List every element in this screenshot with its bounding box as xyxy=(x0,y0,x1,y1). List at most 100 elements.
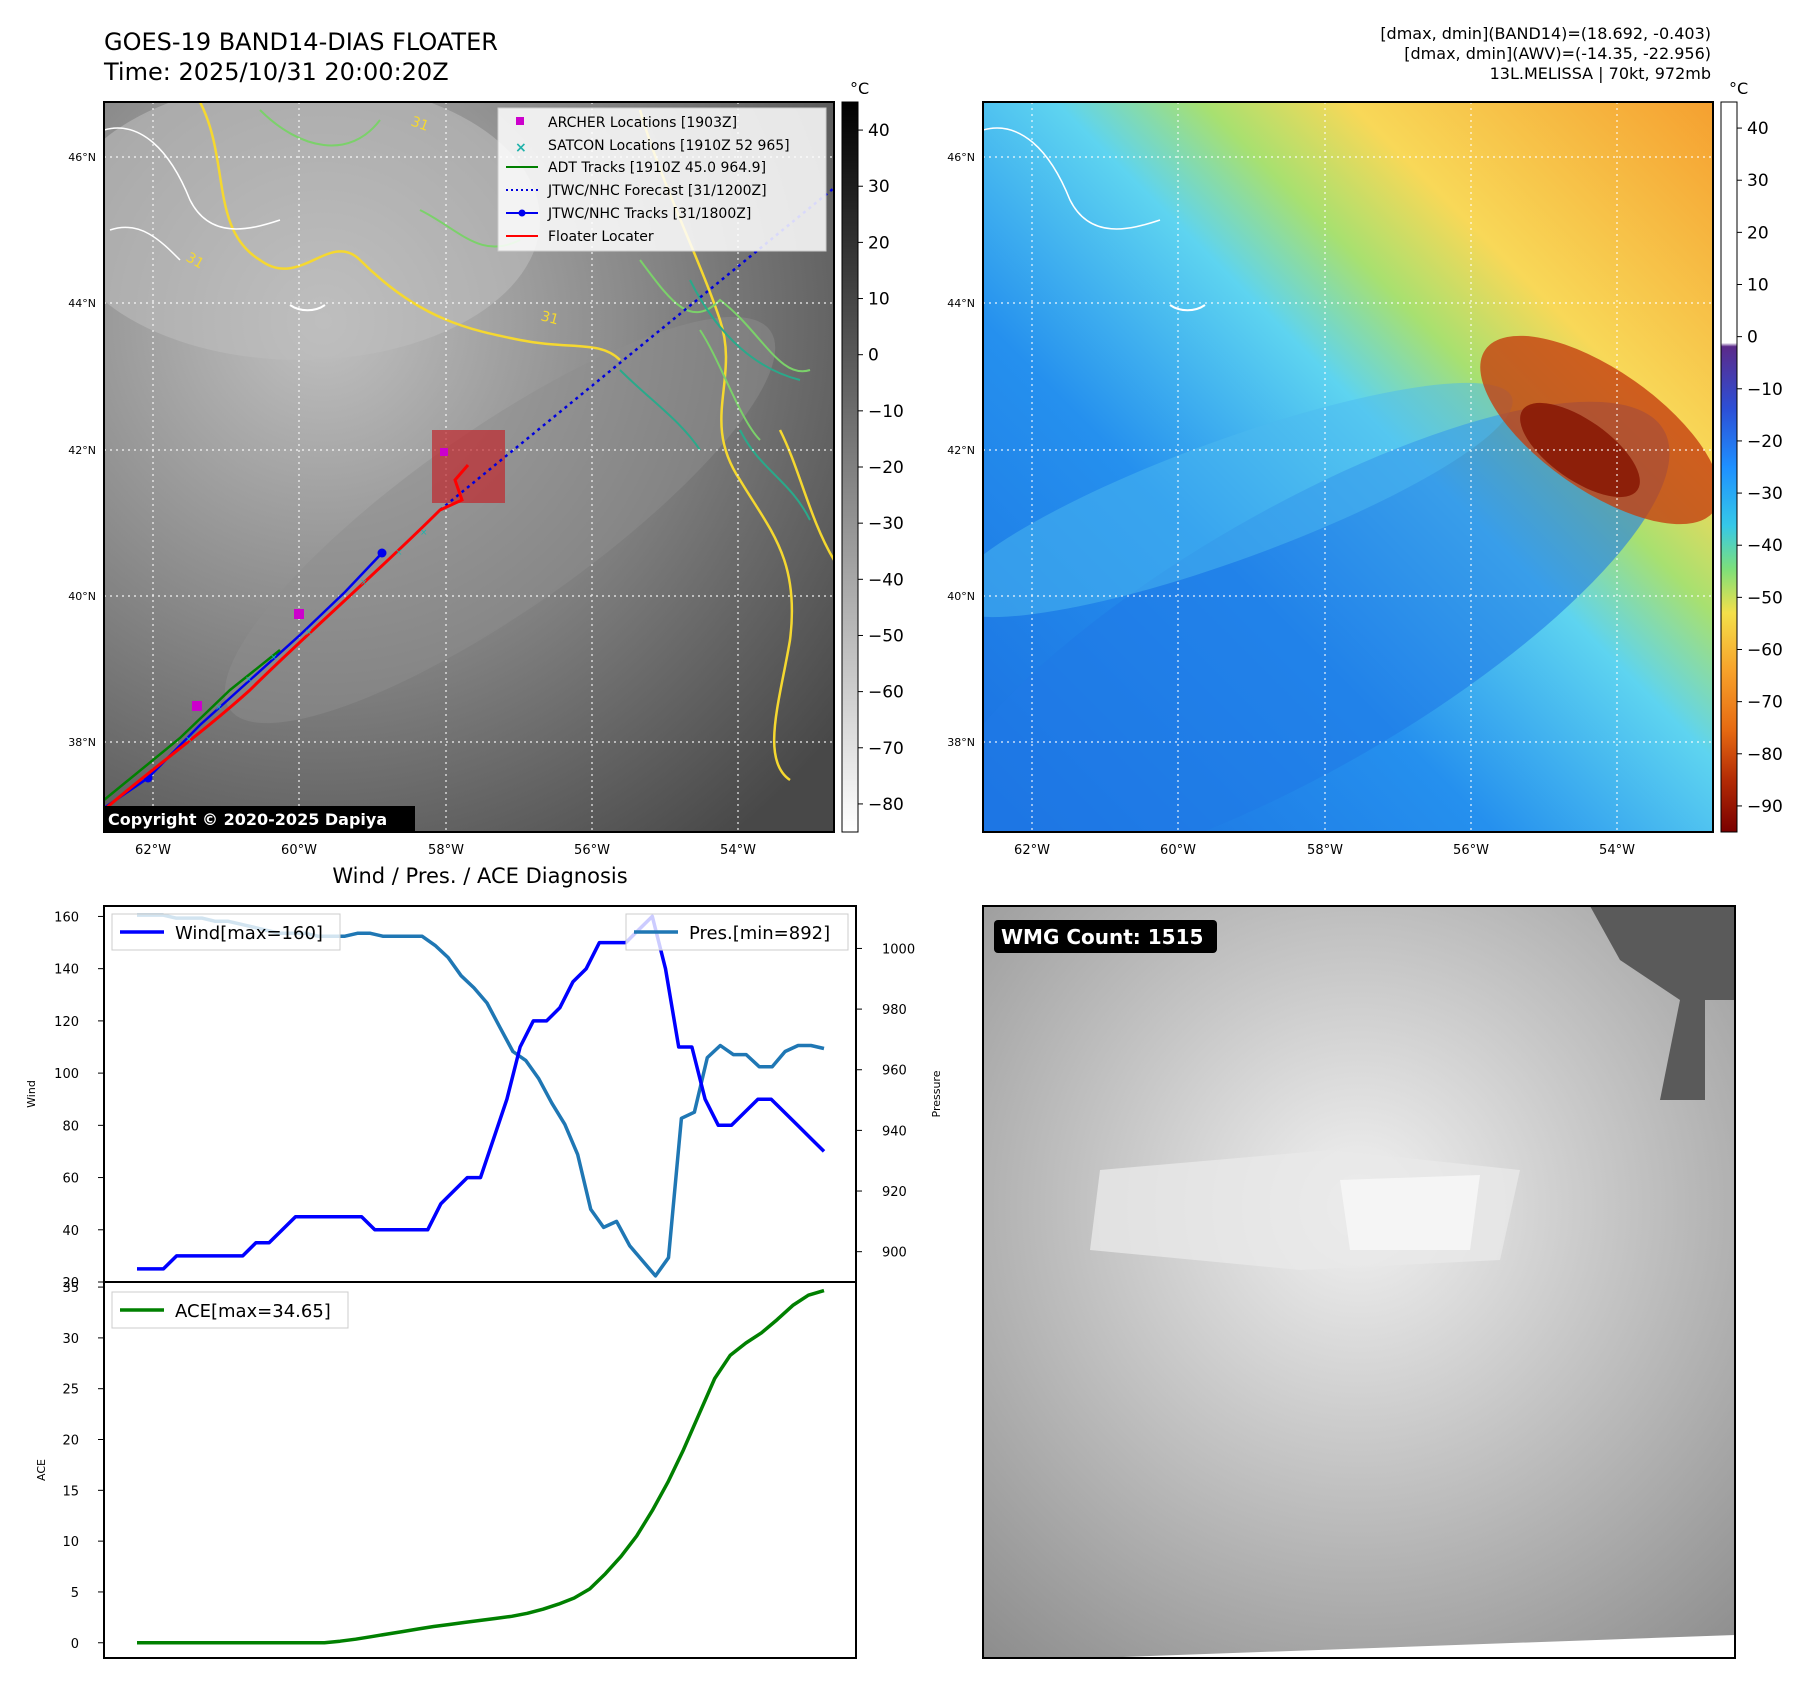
jtwc-point xyxy=(377,548,387,558)
colorbar-tick-label: −40 xyxy=(1747,536,1783,556)
ir-map-panel: × × × × × × × × 31 31 31 Copyright © 2020-202… xyxy=(68,79,904,858)
lon-label: 62°W xyxy=(1014,843,1050,858)
ace-legend: ACE[max=34.65] xyxy=(111,1291,349,1329)
wv-lon-labels: 62°W 60°W 58°W 56°W 54°W xyxy=(1014,843,1635,858)
ir-colorbar-unit: °C xyxy=(850,79,869,98)
wind-pres-axes xyxy=(103,905,857,1283)
colorbar-tick-label: −80 xyxy=(1747,745,1783,765)
colorbar-tick-label: 40 xyxy=(868,121,890,141)
colorbar-tick-label: −70 xyxy=(1747,693,1783,713)
colorbar-tick-label: −50 xyxy=(868,626,904,646)
lon-label: 58°W xyxy=(428,843,464,858)
chart-title: Wind / Pres. / ACE Diagnosis xyxy=(332,864,627,888)
figure-title: GOES-19 BAND14-DIAS FLOATER xyxy=(104,28,498,56)
adt-track xyxy=(104,649,281,801)
wmg-bright-center xyxy=(1340,1175,1480,1250)
legend-floater-label: Floater Locater xyxy=(548,229,654,245)
legend-archer-swatch xyxy=(516,117,524,125)
y-tick-label: 120 xyxy=(54,1015,79,1030)
lat-label: 38°N xyxy=(68,736,96,749)
y2-tick-label: 980 xyxy=(882,1003,907,1018)
legend-forecast-label: JTWC/NHC Forecast [31/1200Z] xyxy=(547,183,767,199)
colorbar-tick-label: 30 xyxy=(868,177,890,197)
pressure-legend-label: Pres.[min=892] xyxy=(689,923,830,944)
colorbar-tick-label: −40 xyxy=(868,570,904,590)
legend-jtwc-dot xyxy=(518,209,526,217)
y2-tick-label: 960 xyxy=(882,1064,907,1079)
wv-colorbar-ticks: 40 30 20 10 0 −10 −20 −30 −40 −50 −60 −70 −80 −90 xyxy=(1737,119,1783,817)
y2-tick-label: 920 xyxy=(882,1185,907,1200)
contour-label: 31 xyxy=(409,114,431,135)
svg-text:×: × xyxy=(185,735,193,745)
lon-label: 62°W xyxy=(135,843,171,858)
svg-text:×: × xyxy=(360,578,368,588)
svg-text:×: × xyxy=(215,703,223,713)
satcon-markers: × × × × × × × × xyxy=(185,528,428,745)
wv-island xyxy=(1169,304,1206,312)
wind-legend-label: Wind[max=160] xyxy=(175,923,323,944)
y-tick-label: 160 xyxy=(54,910,79,925)
ir-cloud-top xyxy=(104,102,540,360)
ir-contour-teal xyxy=(619,279,811,521)
wv-dry-slot xyxy=(983,401,1670,832)
lat-label: 44°N xyxy=(947,297,975,310)
forecast-track xyxy=(439,187,834,511)
lat-label: 40°N xyxy=(947,590,975,603)
colorbar-tick-label: −80 xyxy=(868,795,904,815)
y-tick-label: 0 xyxy=(71,1637,79,1652)
storm-info: 13L.MELISSA | 70kt, 972mb xyxy=(1490,64,1711,83)
colorbar-tick-label: 0 xyxy=(1747,328,1758,348)
y-tick-label: 20 xyxy=(62,1276,79,1291)
colorbar-tick-label: 10 xyxy=(1747,276,1769,296)
ir-colorbar xyxy=(841,101,859,833)
band14-range: [dmax, dmin](BAND14)=(18.692, -0.403) xyxy=(1380,24,1711,43)
ir-frame xyxy=(103,101,835,833)
pressure-legend: Pres.[min=892] xyxy=(625,913,849,951)
ace-legend-label: ACE[max=34.65] xyxy=(175,1301,331,1322)
colorbar-tick-label: −50 xyxy=(1747,588,1783,608)
y2-tick-label: 1000 xyxy=(882,942,915,957)
pressure-ylabel: Pressure xyxy=(930,1070,943,1117)
wv-map-panel: 46°N 44°N 42°N 40°N 38°N 62°W 60°W 58°W … xyxy=(947,79,1783,858)
colorbar-tick-label: −90 xyxy=(1747,797,1783,817)
lat-label: 46°N xyxy=(947,151,975,164)
wmg-lower-edge xyxy=(1095,1635,1735,1658)
figure-time: Time: 2025/10/31 20:00:20Z xyxy=(103,58,449,86)
svg-text:×: × xyxy=(270,653,278,663)
y-tick-label: 40 xyxy=(62,1224,79,1239)
colorbar-tick-label: −20 xyxy=(1747,432,1783,452)
legend-jtwc-label: JTWC/NHC Tracks [31/1800Z] xyxy=(547,206,751,222)
wv-lat-labels: 46°N 44°N 42°N 40°N 38°N xyxy=(947,151,975,749)
lat-label: 42°N xyxy=(68,444,96,457)
floater-locater-track xyxy=(104,464,470,812)
legend-satcon-label: SATCON Locations [1910Z 52 965] xyxy=(548,138,790,154)
ace-line xyxy=(137,1288,825,1645)
diagnosis-chart: Wind / Pres. / ACE Diagnosis Wind Pressu… xyxy=(25,864,943,1659)
wmg-panel: WMG Count: 1515 xyxy=(982,905,1736,1659)
colorbar-tick-label: −70 xyxy=(868,739,904,759)
wv-frame xyxy=(982,101,1714,833)
lon-label: 58°W xyxy=(1307,843,1343,858)
wv-colorbar xyxy=(1720,101,1738,833)
archer-marker xyxy=(440,448,448,456)
y-tick-label: 20 xyxy=(62,1434,79,1449)
colorbar-tick-label: −10 xyxy=(868,402,904,422)
svg-text:×: × xyxy=(420,528,428,538)
y-tick-label: 140 xyxy=(54,963,79,978)
lon-label: 54°W xyxy=(1599,843,1635,858)
y2-tick-label: 900 xyxy=(882,1246,907,1261)
lat-label: 46°N xyxy=(68,151,96,164)
colorbar-tick-label: −10 xyxy=(1747,380,1783,400)
diagnosis-ticks: 20 40 60 80 100 120 140 160 900 920 940 960 980 1000 0… xyxy=(54,910,915,1651)
colorbar-tick-label: 20 xyxy=(1747,223,1769,243)
ace-ylabel: ACE xyxy=(35,1459,48,1481)
awv-range: [dmax, dmin](AWV)=(-14.35, -22.956) xyxy=(1404,44,1711,63)
contour-label: 31 xyxy=(183,250,206,273)
wmg-count-box xyxy=(994,920,1217,953)
y-tick-label: 5 xyxy=(71,1586,79,1601)
wind-legend: Wind[max=160] xyxy=(111,913,341,951)
archer-marker xyxy=(294,609,304,619)
y-tick-label: 60 xyxy=(62,1172,79,1187)
wv-cold-core xyxy=(1520,402,1640,498)
